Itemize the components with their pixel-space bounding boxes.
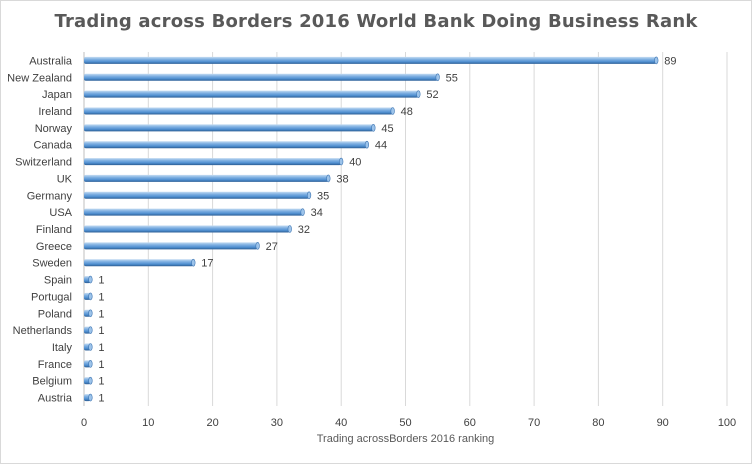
x-tick-label: 30 xyxy=(271,417,283,429)
data-label: 1 xyxy=(98,275,104,287)
data-label: 44 xyxy=(375,140,387,152)
bar-end-cap xyxy=(287,225,292,233)
bar-end-cap xyxy=(390,107,395,115)
y-tick-label: Sweden xyxy=(32,258,72,270)
bar xyxy=(84,158,342,166)
y-tick-label: Austria xyxy=(38,393,73,405)
bar xyxy=(84,225,290,233)
data-label: 48 xyxy=(401,106,413,118)
bar xyxy=(84,259,194,267)
bar-end-cap xyxy=(300,208,305,216)
bar-end-cap xyxy=(416,90,421,98)
y-tick-label: Germany xyxy=(27,190,73,202)
bar xyxy=(84,174,329,182)
bar xyxy=(84,208,303,216)
chart-title: Trading across Borders 2016 World Bank D… xyxy=(54,11,698,32)
bar-end-cap xyxy=(88,343,93,351)
data-label: 1 xyxy=(98,325,104,337)
data-label: 40 xyxy=(349,157,361,169)
data-label: 27 xyxy=(266,241,278,253)
y-tick-label: Japan xyxy=(42,89,72,101)
y-tick-label: Poland xyxy=(38,308,72,320)
bar-end-cap xyxy=(88,360,93,368)
x-tick-label: 20 xyxy=(206,417,218,429)
data-label: 34 xyxy=(311,207,323,219)
data-label: 35 xyxy=(317,190,329,202)
y-tick-label: Portugal xyxy=(31,291,72,303)
x-tick-label: 70 xyxy=(528,417,540,429)
y-tick-label: Spain xyxy=(44,275,72,287)
y-tick-label: Canada xyxy=(33,140,72,152)
data-label: 55 xyxy=(446,72,458,84)
bar-end-cap xyxy=(88,326,93,334)
data-label: 52 xyxy=(426,89,438,101)
y-tick-label: Italy xyxy=(52,342,73,354)
y-tick-label: France xyxy=(38,359,72,371)
data-label: 1 xyxy=(98,291,104,303)
y-tick-label: Netherlands xyxy=(13,325,73,337)
x-tick-label: 100 xyxy=(718,417,736,429)
data-label: 17 xyxy=(201,258,213,270)
bar-end-cap xyxy=(88,309,93,318)
bar xyxy=(84,191,310,199)
y-tick-label: Switzerland xyxy=(15,157,72,169)
data-label: 32 xyxy=(298,224,310,236)
bar-end-cap xyxy=(191,258,196,267)
x-tick-label: 0 xyxy=(81,417,87,429)
data-label: 1 xyxy=(98,376,104,388)
data-label: 38 xyxy=(336,173,348,185)
data-label: 1 xyxy=(98,393,104,405)
x-tick-label: 10 xyxy=(142,417,154,429)
data-label: 89 xyxy=(664,55,676,67)
bar xyxy=(84,141,367,149)
bar-end-cap xyxy=(88,292,93,301)
bar-end-cap xyxy=(88,376,93,385)
y-tick-label: USA xyxy=(49,207,72,219)
x-tick-label: 40 xyxy=(335,417,347,429)
bar xyxy=(84,107,393,115)
data-label: 1 xyxy=(98,359,104,371)
y-tick-label: Australia xyxy=(29,55,73,67)
y-tick-label: Finland xyxy=(36,224,72,236)
bar-end-cap xyxy=(326,174,331,183)
bar xyxy=(84,90,419,98)
y-tick-label: Ireland xyxy=(38,106,72,118)
y-tick-label: Belgium xyxy=(32,376,72,388)
bar-end-cap xyxy=(88,393,93,402)
data-label: 1 xyxy=(98,308,104,320)
bar-end-cap xyxy=(306,191,312,200)
bar xyxy=(84,242,258,250)
x-tick-label: 80 xyxy=(592,417,604,429)
y-tick-label: Greece xyxy=(36,241,72,253)
bar-end-cap xyxy=(435,73,440,82)
bar-end-cap xyxy=(371,124,376,132)
x-tick-label: 50 xyxy=(399,417,411,429)
data-label: 1 xyxy=(98,342,104,354)
bar-end-cap xyxy=(654,56,659,65)
bar-end-cap xyxy=(364,140,370,149)
bar-end-cap xyxy=(339,157,344,166)
y-tick-label: UK xyxy=(57,173,73,185)
y-tick-label: New Zealand xyxy=(7,72,72,84)
bar xyxy=(84,124,374,132)
x-tick-label: 90 xyxy=(657,417,669,429)
bar-end-cap xyxy=(88,275,93,284)
y-tick-label: Norway xyxy=(35,123,73,135)
data-label: 45 xyxy=(381,123,393,135)
bar xyxy=(84,73,438,81)
x-tick-label: 60 xyxy=(464,417,476,429)
bar xyxy=(84,56,657,64)
x-axis-label: Trading acrossBorders 2016 ranking xyxy=(316,433,495,445)
bar-end-cap xyxy=(255,242,260,250)
